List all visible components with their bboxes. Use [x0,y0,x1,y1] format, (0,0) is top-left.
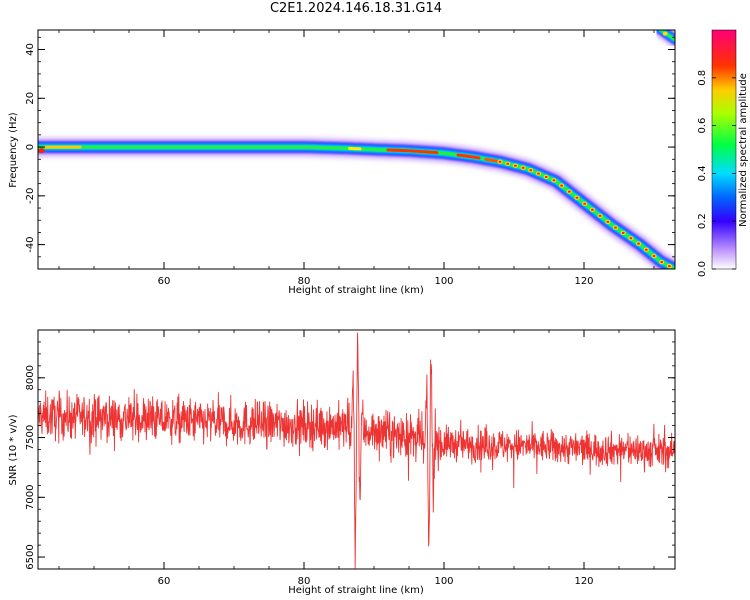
snr-x-ticks: 60 80 100 120 [58,330,655,587]
y-tick-label: 0 [25,144,36,150]
ridge-bead-core [552,179,556,182]
colorbar: 0.0 0.2 0.4 0.6 0.8 Normalized spectral ampl… [697,29,749,277]
ridge-bead-core [514,164,517,167]
colorbar-tick-label: 0.6 [697,118,708,134]
spectral-ridge [38,136,675,269]
colorbar-ticks: 0.0 0.2 0.4 0.6 0.8 [697,70,736,277]
colorbar-tick-label: 0.8 [697,70,708,86]
ridge-bead-core [614,226,617,229]
ridge-bead-core [567,190,571,193]
spectrogram-panel: 60 80 100 120 -40 -20 0 20 40 Height of straigh… [8,29,676,296]
ridge-bead-core [668,264,671,268]
snr-series-line [38,332,675,569]
ridge-bead-core [498,160,502,163]
ridge-bead-core [606,220,610,223]
ridge-bead-core [560,184,563,187]
alias-branch [649,30,675,49]
spectrogram-frame [37,29,676,270]
snr-y-axis-label: SNR (10 * v/v) [8,414,19,485]
ridge-edge-blip [38,148,45,154]
x-tick-label: 80 [298,276,311,287]
snr-y-tick-label: 7000 [25,485,36,510]
ridge-bead-core [529,169,533,172]
ridge-bead-core [583,202,587,205]
spectrogram-x-axis-label: Height of straight line (km) [288,285,424,296]
x-tick-label: 60 [158,576,171,587]
x-tick-label: 100 [434,576,453,587]
x-tick-label: 120 [574,576,593,587]
ridge-core-2 [456,153,481,160]
x-tick-label: 60 [158,276,171,287]
x-tick-label: 120 [574,276,593,287]
ridge-bead-core [537,172,540,175]
ridge-layer-1 [38,139,675,269]
snr-y-ticks: 6500 7000 7500 8000 [25,329,675,570]
snr-x-axis-label: Height of straight line (km) [288,585,424,596]
ridge-bead-core [621,231,625,235]
ridge-bead-core [644,248,648,251]
colorbar-tick-label: 0.0 [697,261,708,277]
y-tick-label: -40 [25,236,36,252]
ridge-bead-core [660,260,664,264]
snr-y-tick-label: 7500 [25,425,36,450]
snr-y-tick-label: 6500 [25,544,36,569]
spectrogram-y-axis-label: Frequency (Hz) [8,112,19,188]
spectrogram-y-ticks: -40 -20 0 20 40 [25,36,675,270]
snr-panel: 60 80 100 120 6500 7000 7500 8000 Height of st… [8,329,676,596]
ridge-bead-core [652,254,656,258]
colorbar-label: Normalized spectral amplitude [738,73,749,227]
ridge-bead-core [506,162,510,165]
ridge-bead-core [591,208,594,211]
ridge-core-3 [348,146,362,151]
snr-y-tick-label: 8000 [25,365,36,390]
colorbar-tick-label: 0.2 [697,213,708,229]
ridge-core-1 [386,148,439,155]
ridge-bead-core [521,166,525,169]
ridge-bead-core [629,237,633,240]
ridge-bead-core [544,175,548,179]
x-tick-label: 100 [434,276,453,287]
ridge-bead-core [598,214,602,217]
y-tick-label: -20 [25,188,36,204]
alias-bead [662,31,668,36]
spectrogram-x-ticks: 60 80 100 120 [58,30,655,287]
x-tick-label: 80 [298,576,311,587]
y-tick-label: 20 [25,92,36,105]
colorbar-tick-label: 0.4 [697,165,708,181]
ridge-bead-core [575,196,579,199]
figure-title: C2E1.2024.146.18.31.G14 [269,1,443,16]
y-tick-label: 40 [25,43,36,56]
colorbar-gradient [711,29,737,270]
ridge-bead-core [637,242,640,245]
